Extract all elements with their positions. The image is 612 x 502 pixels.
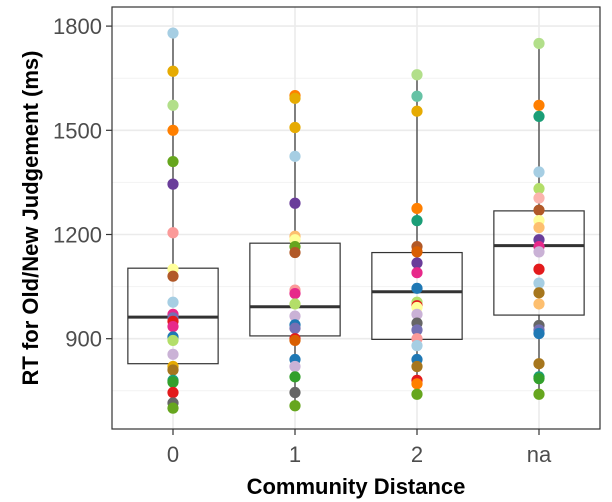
data-point <box>533 358 545 370</box>
data-point <box>533 110 545 123</box>
data-point <box>167 227 179 239</box>
data-point <box>167 99 179 111</box>
data-point <box>289 121 301 134</box>
data-point <box>289 334 301 347</box>
data-point <box>533 287 545 299</box>
x-tick-label: 1 <box>289 442 301 467</box>
data-point <box>533 99 545 111</box>
data-points <box>167 27 545 414</box>
data-point <box>411 90 423 102</box>
data-point <box>411 246 423 258</box>
data-point <box>289 310 301 322</box>
data-point <box>411 267 423 279</box>
data-point <box>167 320 179 333</box>
data-point <box>289 386 301 399</box>
data-point <box>167 65 179 77</box>
data-point <box>411 378 423 390</box>
data-point <box>289 246 301 259</box>
x-tick-label: na <box>527 442 552 467</box>
data-point <box>533 192 545 204</box>
panel-border <box>111 6 601 430</box>
data-point <box>167 376 179 388</box>
data-point <box>533 388 545 400</box>
data-point <box>167 155 179 168</box>
data-point <box>411 202 423 215</box>
data-point <box>289 287 301 300</box>
data-point <box>533 277 545 289</box>
data-point <box>167 386 179 399</box>
data-point <box>411 340 423 352</box>
y-axis-title: RT for Old/New Judgement (ms) <box>18 51 43 386</box>
data-point <box>289 92 301 104</box>
data-point <box>533 204 545 216</box>
axes: 900 1200 1500 1800 0 1 2 na <box>53 14 552 467</box>
y-tick-label: 1800 <box>53 14 102 39</box>
data-point <box>289 322 301 334</box>
data-point <box>411 324 423 336</box>
data-point <box>167 364 179 376</box>
data-point <box>167 348 179 360</box>
data-point <box>533 37 545 50</box>
data-point <box>533 183 545 195</box>
data-point <box>167 178 179 190</box>
data-point <box>533 166 545 178</box>
data-point <box>289 298 301 310</box>
data-point <box>411 215 423 227</box>
data-point <box>167 270 179 282</box>
data-point <box>411 257 423 269</box>
data-point <box>533 246 545 258</box>
data-point <box>533 263 545 275</box>
data-point <box>533 298 545 310</box>
data-point <box>289 150 301 162</box>
x-tick-label: 2 <box>411 442 423 467</box>
data-point <box>533 327 545 340</box>
data-point <box>167 296 179 308</box>
data-point <box>533 373 545 385</box>
x-axis-title: Community Distance <box>247 474 466 499</box>
data-point <box>411 388 423 400</box>
data-point <box>289 360 301 373</box>
data-point <box>411 282 423 294</box>
data-point <box>411 105 423 117</box>
data-point <box>411 308 423 320</box>
y-tick-label: 1200 <box>53 222 102 247</box>
x-tick-label: 0 <box>167 442 179 467</box>
data-point <box>167 27 179 39</box>
data-point <box>167 402 179 414</box>
data-point <box>289 197 301 209</box>
data-point <box>411 69 423 81</box>
data-point <box>167 334 179 347</box>
data-point <box>411 360 423 373</box>
data-point <box>289 371 301 383</box>
y-tick-label: 900 <box>65 327 102 352</box>
data-point <box>533 221 545 234</box>
data-point <box>289 400 301 412</box>
data-point <box>167 124 179 136</box>
y-tick-label: 1500 <box>53 118 102 143</box>
